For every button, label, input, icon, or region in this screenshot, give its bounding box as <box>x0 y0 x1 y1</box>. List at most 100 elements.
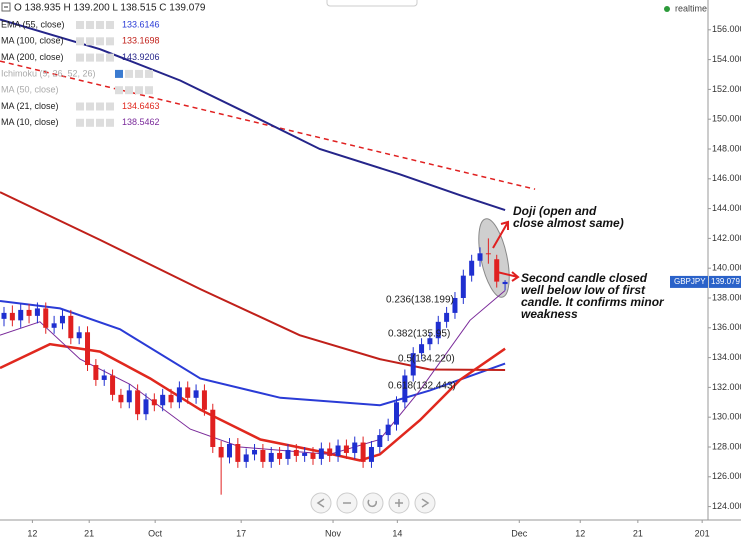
candle-body <box>135 390 141 415</box>
candle-body <box>343 445 349 453</box>
legend-button[interactable] <box>145 69 153 78</box>
candle-body <box>427 338 433 345</box>
legend-button[interactable] <box>115 86 123 95</box>
arrow <box>492 220 509 249</box>
x-tick-label: Dec <box>511 528 528 538</box>
y-tick-label: 136.000 <box>712 322 741 332</box>
candle-body <box>419 344 425 354</box>
candle-body <box>494 259 500 282</box>
legend-button[interactable] <box>96 37 104 46</box>
x-tick-label: 14 <box>392 528 402 538</box>
legend-name: MA (50, close) <box>1 85 59 95</box>
candle-body <box>151 399 157 406</box>
legend-button[interactable] <box>76 37 84 46</box>
candle-body <box>118 394 124 403</box>
legend-button[interactable] <box>135 86 143 95</box>
symbol-tag <box>670 275 708 288</box>
candle-body <box>76 332 82 339</box>
top-tab[interactable] <box>326 0 418 7</box>
legend-button[interactable] <box>96 102 104 111</box>
legend-button[interactable] <box>76 118 84 127</box>
ohlc-header: O 138.935 H 139.200 L 138.515 C 139.079 <box>14 3 206 14</box>
candle-body <box>502 281 508 285</box>
legend-button[interactable] <box>86 53 94 62</box>
y-tick-label: 134.000 <box>712 352 741 362</box>
legend-name: MA (10, close) <box>1 117 59 127</box>
nav-right[interactable] <box>414 492 436 514</box>
candle-body <box>318 448 324 459</box>
candle-body <box>452 297 458 313</box>
candle-body <box>268 452 274 462</box>
legend-value: 134.6463 <box>122 101 160 111</box>
legend-button[interactable] <box>106 53 114 62</box>
legend-button[interactable] <box>106 37 114 46</box>
y-tick-label: 156.000 <box>712 24 741 34</box>
candle-body <box>101 375 107 380</box>
candle-body <box>18 309 24 321</box>
legend-button[interactable] <box>96 118 104 127</box>
candle-body <box>385 424 391 436</box>
candle-body <box>260 449 266 462</box>
candle-body <box>285 449 291 459</box>
candle-body <box>394 402 400 425</box>
nav-reset[interactable] <box>362 492 384 514</box>
x-tick-label: 21 <box>84 528 94 538</box>
legend-button[interactable] <box>86 21 94 29</box>
candle-body <box>485 253 491 255</box>
legend-button[interactable] <box>86 118 94 127</box>
candle-body <box>377 435 383 447</box>
candle-body <box>435 321 441 339</box>
x-tick-label: 12 <box>27 528 37 538</box>
candle-body <box>93 365 99 380</box>
legend-button[interactable] <box>125 69 133 78</box>
fib-label: 0.236(138.199) <box>386 295 454 306</box>
legend-button[interactable] <box>96 53 104 62</box>
nav-left[interactable] <box>310 492 332 514</box>
legend-button[interactable] <box>76 21 84 29</box>
legend-button[interactable] <box>115 69 123 78</box>
candle-body <box>218 446 224 458</box>
annotation: candle. It confirms minor <box>521 295 665 309</box>
candle-body <box>469 260 475 276</box>
candle-body <box>85 332 91 366</box>
legend-name: Ichimoku (9, 26, 52, 26) <box>1 68 96 78</box>
candle-body <box>410 353 416 376</box>
legend-button[interactable] <box>106 21 114 29</box>
candle-body <box>160 394 166 406</box>
navigation <box>310 492 436 514</box>
candle-body <box>310 452 316 459</box>
candle-body <box>444 312 450 322</box>
y-tick-label: 140.000 <box>712 263 741 273</box>
ma-line <box>0 342 506 462</box>
y-tick-label: 130.000 <box>712 412 741 422</box>
legend-button[interactable] <box>76 53 84 62</box>
annotation: weakness <box>521 307 578 321</box>
x-tick-label: Oct <box>148 528 163 538</box>
realtime-dot <box>664 6 670 12</box>
candle-body <box>1 312 7 319</box>
candle-body <box>126 390 132 403</box>
candle-body <box>368 446 374 462</box>
legend-button[interactable] <box>86 37 94 46</box>
x-tick-label: 17 <box>236 528 246 538</box>
annotation: Second candle closed <box>521 271 648 285</box>
candle-body <box>252 449 258 455</box>
legend-button[interactable] <box>96 21 104 29</box>
y-tick-label: 150.000 <box>712 114 741 124</box>
legend-button[interactable] <box>106 118 114 127</box>
candle-body <box>226 444 232 458</box>
legend-button[interactable] <box>135 69 143 78</box>
legend-button[interactable] <box>106 102 114 111</box>
legend-name: MA (100, close) <box>1 36 64 46</box>
x-tick-label: 12 <box>575 528 585 538</box>
legend-button[interactable] <box>86 102 94 111</box>
y-tick-label: 138.000 <box>712 292 741 302</box>
legend-button[interactable] <box>125 86 133 95</box>
candle-body <box>277 452 283 459</box>
legend-button[interactable] <box>145 86 153 95</box>
annotation: Doji (open and <box>513 204 597 218</box>
legend-button[interactable] <box>76 102 84 111</box>
fib-label: 0.382(135.95) <box>388 329 450 340</box>
